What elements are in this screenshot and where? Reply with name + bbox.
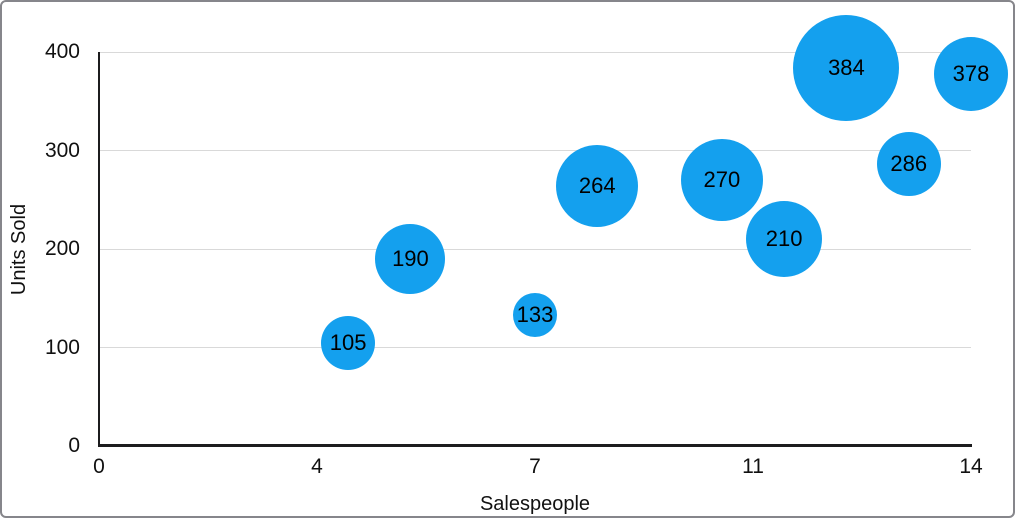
bubble-value-label: 384 bbox=[828, 54, 865, 80]
gridline-y-100 bbox=[99, 347, 971, 348]
bubble-point[interactable]: 264 bbox=[556, 144, 639, 227]
x-tick-label: 4 bbox=[311, 455, 323, 478]
x-tick-label: 11 bbox=[742, 455, 764, 478]
bubble-point[interactable]: 105 bbox=[321, 315, 376, 370]
bubble-point[interactable]: 378 bbox=[934, 36, 1008, 111]
x-tick-label: 14 bbox=[959, 455, 983, 478]
gridline-y-200 bbox=[99, 248, 971, 250]
bubble-value-label: 210 bbox=[765, 226, 803, 252]
bubble-value-label: 378 bbox=[952, 60, 990, 86]
x-tick-label: 0 bbox=[93, 455, 105, 478]
y-axis-title: Units Sold bbox=[8, 203, 31, 295]
y-axis-title-wrap: Units Sold bbox=[2, 52, 38, 446]
y-tick-label: 300 bbox=[44, 138, 80, 162]
bubble-point[interactable]: 210 bbox=[746, 201, 823, 278]
bubble-point[interactable]: 133 bbox=[513, 292, 557, 337]
y-tick-label: 400 bbox=[44, 40, 80, 63]
y-axis-line bbox=[98, 52, 100, 446]
gridline-y-400 bbox=[99, 51, 971, 53]
bubble-point[interactable]: 190 bbox=[375, 223, 446, 294]
bubble-value-label: 133 bbox=[516, 301, 554, 327]
y-tick-label: 200 bbox=[44, 237, 80, 260]
bubble-value-label: 264 bbox=[578, 172, 616, 198]
bubble-point[interactable]: 286 bbox=[876, 132, 941, 197]
x-axis-title: Salespeople bbox=[479, 493, 591, 515]
y-tick-label: 100 bbox=[44, 335, 80, 359]
bubble-value-label: 270 bbox=[703, 167, 741, 193]
bubble-value-label: 190 bbox=[392, 245, 429, 271]
bubble-value-label: 105 bbox=[329, 329, 367, 355]
bubble-point[interactable]: 384 bbox=[793, 14, 900, 121]
x-axis-line bbox=[98, 444, 972, 447]
x-tick-label: 7 bbox=[529, 455, 541, 478]
bubble-point[interactable]: 270 bbox=[680, 139, 763, 222]
bubble-value-label: 286 bbox=[890, 151, 928, 177]
y-tick-label: 0 bbox=[68, 434, 80, 457]
gridline-y-300 bbox=[99, 150, 971, 151]
